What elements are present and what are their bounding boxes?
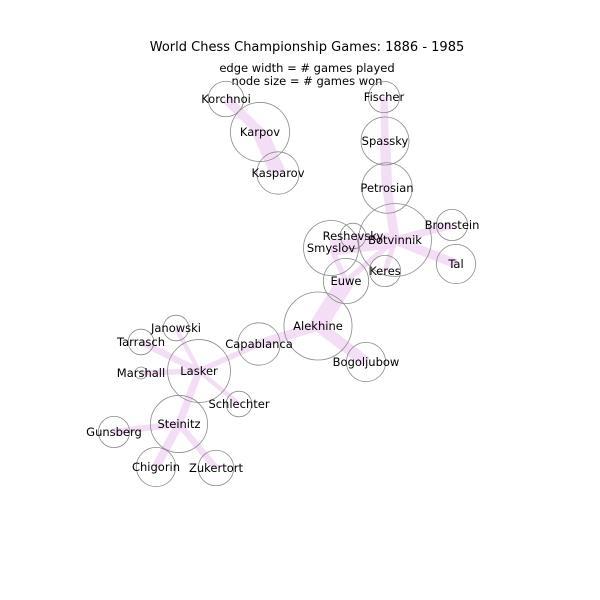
node-label-spassky: Spassky	[362, 134, 409, 148]
edge-steinitz-chigorin	[152, 421, 183, 470]
edge-capablanca-lasker	[197, 341, 261, 374]
node-botvinnik	[358, 203, 432, 277]
node-label-tal: Tal	[447, 257, 463, 271]
edge-botvinnik-bronstein	[394, 221, 453, 244]
edge-euwe-alekhine	[310, 276, 354, 331]
node-steinitz	[150, 395, 208, 453]
node-label-karpov: Karpov	[240, 125, 280, 139]
node-label-janowski: Janowski	[150, 321, 201, 335]
node-bronstein	[435, 208, 469, 242]
node-tal	[435, 243, 476, 284]
edges-layer	[113, 95, 458, 471]
edge-smyslov-euwe	[328, 246, 349, 283]
node-zukertort	[197, 449, 235, 487]
node-label-lasker: Lasker	[180, 364, 218, 378]
node-label-bogoljubow: Bogoljubow	[333, 355, 400, 369]
node-label-zukertort: Zukertort	[189, 461, 243, 475]
node-janowski	[162, 314, 190, 342]
node-smyslov	[303, 220, 359, 276]
edge-lasker-schlechter	[197, 369, 241, 406]
node-label-capablanca: Capablanca	[225, 337, 293, 351]
node-petrosian	[361, 162, 413, 214]
node-label-alekhine: Alekhine	[293, 319, 343, 333]
node-gunsberg	[97, 415, 131, 449]
edge-petrosian-botvinnik	[382, 187, 400, 241]
node-label-schlechter: Schlechter	[208, 397, 269, 411]
node-keres	[368, 254, 402, 288]
node-reshevsky	[339, 222, 367, 250]
node-bogoljubow	[345, 341, 386, 382]
nodes-layer	[97, 80, 476, 487]
node-kasparov	[256, 151, 300, 195]
edge-steinitz-gunsberg	[113, 420, 180, 436]
node-label-petrosian: Petrosian	[360, 181, 413, 195]
node-label-reshevsky: Reshevsky	[323, 229, 384, 243]
node-label-keres: Keres	[369, 264, 401, 278]
node-label-korchnoi: Korchnoi	[201, 92, 251, 106]
edge-botvinnik-reshevsky	[352, 233, 396, 243]
edge-lasker-marshall	[140, 368, 200, 376]
edge-spassky-petrosian	[379, 140, 393, 189]
node-label-steinitz: Steinitz	[157, 417, 200, 431]
edge-fischer-spassky	[380, 96, 389, 142]
edge-korchnoi-karpov	[222, 95, 264, 136]
edge-botvinnik-tal	[393, 235, 458, 269]
node-label-fischer: Fischer	[364, 90, 405, 104]
node-capablanca	[237, 322, 281, 366]
edge-lasker-janowski	[174, 326, 201, 373]
node-fischer	[367, 80, 401, 114]
node-euwe	[322, 257, 370, 305]
edge-karpov-kasparov	[252, 128, 286, 177]
node-label-chigorin: Chigorin	[132, 460, 180, 474]
labels-layer: Korchnoi Karpov Kasparov Fischer Spassky Petr…	[86, 90, 479, 475]
subtitle-line-2: node size = # games won	[232, 74, 383, 88]
figure-title: World Chess Championship Games: 1886 - 1…	[150, 40, 465, 55]
node-tarrasch	[127, 328, 155, 356]
edge-botvinnik-keres	[382, 239, 398, 272]
node-chigorin	[135, 446, 176, 487]
node-label-kasparov: Kasparov	[251, 166, 304, 180]
node-label-tarrasch: Tarrasch	[116, 335, 165, 349]
node-spassky	[360, 116, 410, 166]
edge-lasker-tarrasch	[139, 339, 201, 374]
node-label-bronstein: Bronstein	[425, 218, 480, 232]
subtitle-line-1: edge width = # games played	[219, 61, 394, 75]
edge-alekhine-bogoljubow	[314, 321, 370, 367]
node-label-smyslov: Smyslov	[307, 241, 356, 255]
edge-alekhine-capablanca	[257, 321, 320, 349]
node-label-euwe: Euwe	[330, 274, 361, 288]
node-korchnoi	[207, 80, 245, 118]
edge-botvinnik-euwe	[344, 237, 397, 284]
node-alekhine	[283, 291, 353, 361]
node-label-botvinnik: Botvinnik	[368, 233, 422, 247]
node-label-gunsberg: Gunsberg	[86, 425, 142, 439]
node-schlechter	[225, 390, 253, 418]
node-lasker	[167, 339, 231, 403]
node-label-marshall: Marshall	[117, 366, 165, 380]
node-marshall	[134, 366, 148, 380]
